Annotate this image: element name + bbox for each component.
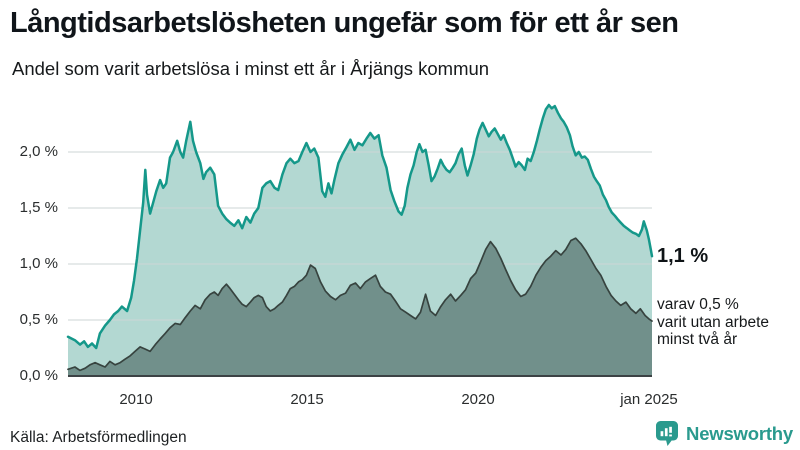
brand-name: Newsworthy	[686, 422, 793, 444]
y-axis-label-1-0: 1,0 %	[19, 255, 58, 272]
x-axis-label-2020: 2020	[461, 391, 495, 408]
source-note: Källa: Arbetsförmedlingen	[10, 429, 187, 446]
y-axis-label-2-0: 2,0 %	[19, 143, 58, 160]
newsworthy-logo: Newsworthy	[655, 420, 793, 447]
x-axis-label-jan-2025: jan 2025	[620, 391, 678, 408]
two-year-annotation: varav 0,5 % varit utan arbete minst två …	[657, 296, 770, 348]
y-axis-label-1-5: 1,5 %	[19, 199, 58, 216]
chart-bubble-icon	[656, 421, 679, 446]
x-axis-label-2015: 2015	[290, 391, 324, 408]
y-axis-label-0-5: 0,5 %	[19, 311, 58, 328]
y-axis-label-0-0: 0,0 %	[19, 367, 58, 384]
x-axis-label-2010: 2010	[119, 391, 153, 408]
latest-value-annotation: 1,1 %	[657, 245, 709, 267]
page-title: Långtidsarbetslösheten ungefär som för e…	[10, 7, 679, 39]
page-subtitle: Andel som varit arbetslösa i minst ett å…	[12, 58, 490, 79]
